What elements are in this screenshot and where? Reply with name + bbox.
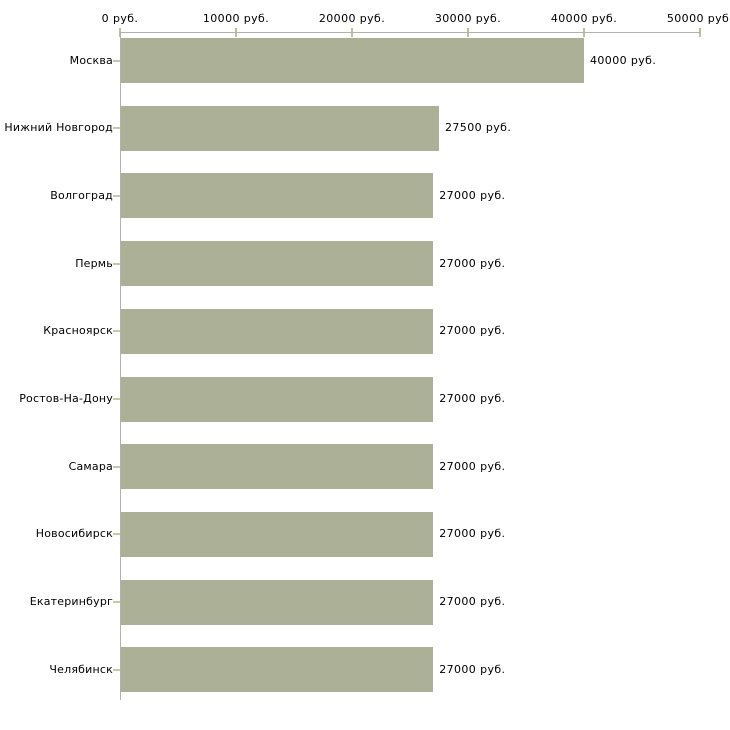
y-axis-tick-mark bbox=[113, 59, 120, 62]
bar bbox=[121, 511, 434, 557]
category-label: Ростов-На-Дону bbox=[19, 392, 113, 405]
value-label: 27000 руб. bbox=[439, 256, 506, 270]
x-axis-tick-label: 0 руб. bbox=[101, 12, 139, 25]
x-axis-tick-label: 30000 руб. bbox=[434, 12, 502, 25]
bar bbox=[121, 376, 434, 422]
bar bbox=[121, 173, 434, 219]
value-label: 27000 руб. bbox=[439, 188, 506, 202]
value-label: 27000 руб. bbox=[439, 527, 506, 541]
bar bbox=[121, 105, 439, 151]
category-label: Волгоград bbox=[50, 188, 113, 202]
y-axis-tick-mark bbox=[113, 194, 120, 197]
value-label: 27000 руб. bbox=[439, 324, 506, 338]
y-axis-tick-mark bbox=[113, 330, 120, 333]
y-axis-tick-mark bbox=[113, 465, 120, 468]
category-label: Нижний Новгород bbox=[4, 121, 113, 135]
value-label: 27000 руб. bbox=[439, 662, 506, 676]
y-axis-tick-mark bbox=[113, 533, 120, 536]
category-label: Самара bbox=[68, 459, 113, 473]
category-label: Красноярск bbox=[43, 324, 113, 338]
category-label: Екатеринбург bbox=[29, 595, 113, 609]
category-label: Москва bbox=[69, 53, 113, 67]
value-label: 27000 руб. bbox=[439, 595, 506, 609]
y-axis-tick-mark bbox=[113, 601, 120, 604]
y-axis-tick-mark bbox=[113, 398, 120, 400]
bar bbox=[121, 241, 434, 287]
bar bbox=[121, 647, 434, 693]
x-axis-tick-label: 20000 руб. bbox=[318, 12, 386, 25]
x-axis-tick-label: 10000 руб. bbox=[202, 12, 270, 25]
category-label: Пермь bbox=[75, 256, 113, 270]
x-axis-tick-label: 50000 руб. bbox=[666, 12, 730, 25]
bar bbox=[121, 579, 434, 625]
x-axis-tick-label: 40000 руб. bbox=[550, 12, 618, 25]
value-label: 27000 руб. bbox=[439, 459, 506, 473]
value-label: 27000 руб. bbox=[439, 392, 506, 405]
category-label: Новосибирск bbox=[35, 527, 113, 541]
value-label: 27500 руб. bbox=[445, 121, 512, 135]
x-axis-line bbox=[120, 32, 701, 33]
y-axis-tick-mark bbox=[113, 668, 120, 671]
bar bbox=[121, 38, 584, 83]
bar bbox=[121, 444, 434, 490]
value-label: 40000 руб. bbox=[590, 53, 657, 67]
y-axis-tick-mark bbox=[113, 127, 120, 130]
bar bbox=[121, 308, 434, 354]
y-axis-tick-mark bbox=[113, 262, 120, 265]
category-label: Челябинск bbox=[49, 662, 113, 676]
y-axis-line bbox=[120, 32, 121, 700]
